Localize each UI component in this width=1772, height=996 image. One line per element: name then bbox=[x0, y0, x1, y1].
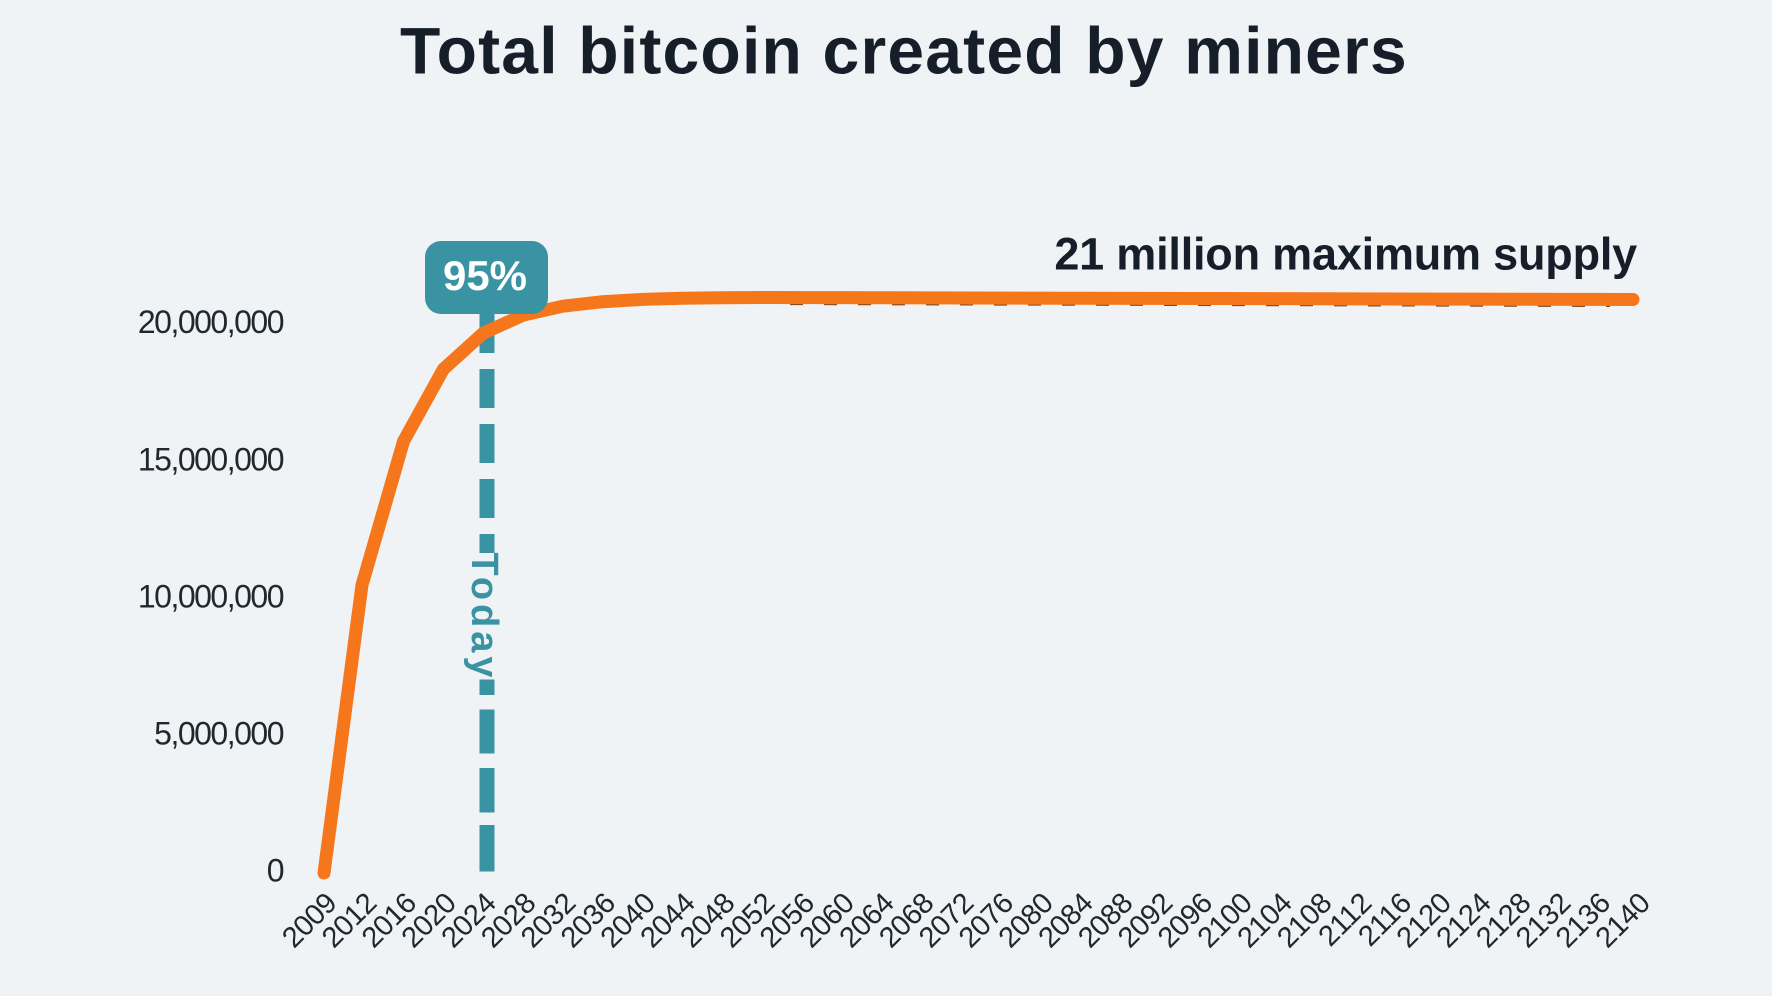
svg-text:21 million maximum supply: 21 million maximum supply bbox=[1054, 229, 1637, 280]
svg-text:10,000,000: 10,000,000 bbox=[138, 578, 284, 614]
svg-text:95%: 95% bbox=[443, 252, 527, 299]
svg-text:20,000,000: 20,000,000 bbox=[138, 304, 284, 340]
svg-text:15,000,000: 15,000,000 bbox=[138, 441, 284, 477]
svg-text:5,000,000: 5,000,000 bbox=[154, 716, 284, 752]
svg-text:Total bitcoin created by miner: Total bitcoin created by miners bbox=[400, 14, 1408, 88]
svg-text:0: 0 bbox=[267, 853, 284, 889]
svg-text:Today: Today bbox=[463, 552, 505, 681]
